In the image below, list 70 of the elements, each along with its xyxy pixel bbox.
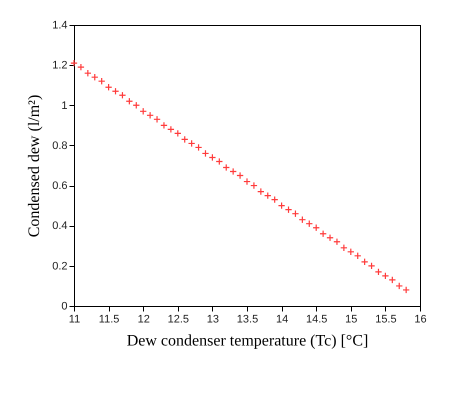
y-tick-label: 0.4 (52, 220, 68, 232)
x-tick-label: 12 (138, 314, 150, 326)
x-tick-label: 11.5 (98, 314, 120, 326)
x-tick-label: 13.5 (236, 314, 258, 326)
point (70, 59, 78, 67)
point (292, 210, 300, 218)
point (333, 238, 341, 246)
point (326, 234, 334, 242)
point (167, 126, 175, 134)
y-tick-label: 1.2 (52, 60, 68, 72)
point (188, 140, 196, 148)
point (84, 69, 92, 77)
point (298, 216, 306, 224)
point (388, 276, 396, 284)
point (194, 144, 202, 152)
point (146, 112, 154, 120)
point (243, 178, 251, 186)
x-axis-title: Dew condenser temperature (Tc) [°C] (126, 332, 368, 350)
point (360, 258, 368, 266)
x-tick-label: 14.5 (306, 314, 328, 326)
point (257, 188, 265, 196)
y-axis-title: Condensed dew (l/m²) (26, 94, 44, 238)
point (395, 282, 403, 290)
point (180, 136, 188, 144)
x-tick-label: 16 (414, 314, 427, 326)
y-tick-label: 1 (61, 100, 68, 112)
x-tick-label: 14 (276, 314, 288, 326)
point (374, 268, 382, 276)
point (160, 122, 168, 130)
point (278, 202, 286, 210)
point (153, 116, 161, 124)
point (126, 98, 134, 106)
point (402, 286, 410, 294)
point (319, 230, 327, 238)
y-tick-label: 0 (61, 300, 68, 312)
x-tick-label: 12.5 (168, 314, 190, 326)
y-tick-label: 0.8 (52, 140, 68, 152)
point (91, 73, 99, 81)
point (132, 102, 140, 110)
point (236, 172, 244, 180)
point (174, 130, 182, 138)
point (354, 252, 362, 260)
y-tick-label: 0.2 (52, 260, 68, 272)
x-tick-label: 13 (206, 314, 220, 326)
point (222, 164, 230, 172)
point (216, 158, 224, 166)
y-tick-label: 1.4 (52, 20, 68, 32)
point (202, 150, 210, 158)
point (270, 196, 278, 204)
x-tick-label: 15 (345, 314, 358, 326)
point (139, 108, 147, 116)
point (368, 262, 376, 270)
point (98, 77, 106, 85)
point (306, 220, 314, 228)
x-tick-label: 15.5 (375, 314, 397, 326)
point (264, 192, 272, 200)
point (208, 154, 216, 162)
point (250, 182, 258, 190)
point (77, 63, 85, 71)
point (112, 87, 120, 95)
point (118, 91, 126, 100)
point (104, 83, 112, 91)
point (284, 206, 292, 214)
y-tick-label: 0.6 (52, 180, 68, 192)
point (340, 244, 348, 252)
point (229, 168, 237, 176)
point (347, 248, 355, 256)
point (312, 224, 320, 232)
x-tick-label: 11 (68, 314, 80, 326)
point (382, 272, 390, 280)
